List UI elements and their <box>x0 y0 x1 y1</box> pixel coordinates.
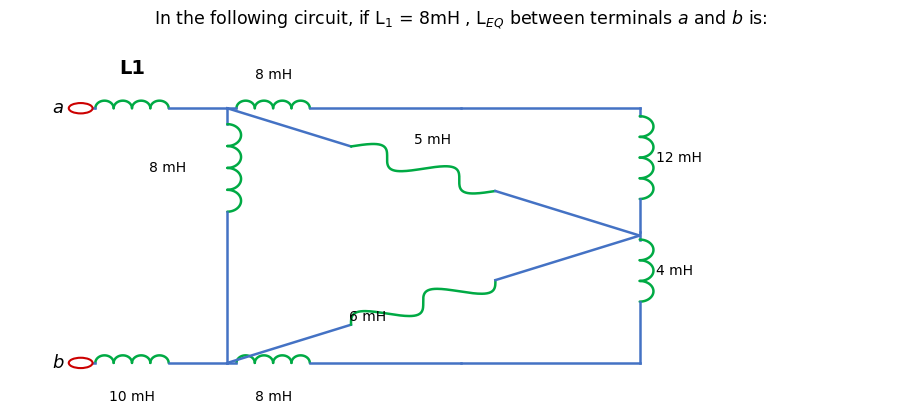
Text: 6 mH: 6 mH <box>349 310 386 324</box>
Text: L1: L1 <box>119 59 145 79</box>
Text: 10 mH: 10 mH <box>109 390 155 404</box>
Text: 5 mH: 5 mH <box>414 133 451 147</box>
Text: 8 mH: 8 mH <box>149 161 186 175</box>
Text: 8 mH: 8 mH <box>254 390 291 404</box>
Text: 8 mH: 8 mH <box>254 68 291 82</box>
Text: a: a <box>53 99 64 117</box>
Text: In the following circuit, if L$_1$ = 8mH , L$_{EQ}$ between terminals $a$ and $b: In the following circuit, if L$_1$ = 8mH… <box>154 9 768 31</box>
Text: b: b <box>52 354 64 372</box>
Text: 12 mH: 12 mH <box>656 151 702 164</box>
Text: 4 mH: 4 mH <box>656 263 693 278</box>
